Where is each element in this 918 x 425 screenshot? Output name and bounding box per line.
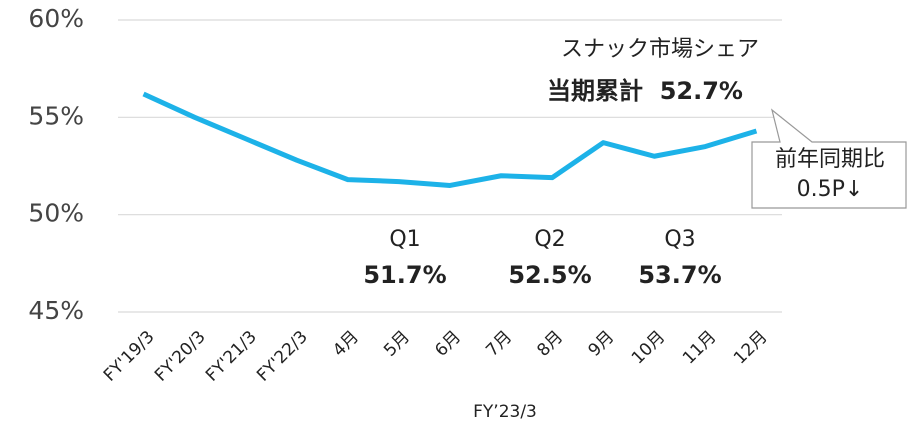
x-tick-label: FY'20/3 <box>151 327 210 386</box>
x-tick-label: FY'19/3 <box>100 327 159 386</box>
x-axis-label: FY’23/3 <box>473 402 537 422</box>
y-tick-label: 45% <box>28 296 84 325</box>
quarter-value: 52.5% <box>508 261 591 289</box>
x-tick-label: 10月 <box>628 327 669 368</box>
x-tick-label: FY'21/3 <box>202 327 261 386</box>
x-tick-label: 6月 <box>431 327 465 361</box>
callout-line: 前年同期比 <box>775 147 885 172</box>
series-title: スナック市場シェア <box>561 37 759 62</box>
x-tick-label: FY'22/3 <box>253 327 312 386</box>
y-tick-label: 55% <box>28 101 84 130</box>
quarter-label: Q2 <box>534 227 565 252</box>
y-tick-label: 60% <box>28 4 84 33</box>
x-tick-label: 9月 <box>584 327 618 361</box>
quarter-label: Q3 <box>664 227 695 252</box>
total-label: 当期累計 52.7% <box>547 77 743 105</box>
quarter-value: 51.7% <box>363 261 446 289</box>
x-tick-label: 5月 <box>380 327 414 361</box>
x-tick-label: 4月 <box>329 327 363 361</box>
x-tick-label: 12月 <box>730 327 771 368</box>
quarter-label: Q1 <box>389 227 420 252</box>
data-line <box>142 91 758 188</box>
y-tick-label: 50% <box>28 199 84 228</box>
callout-box <box>751 108 907 209</box>
callout-line: 0.5P↓ <box>797 177 864 202</box>
quarter-value: 53.7% <box>638 261 721 289</box>
x-tick-label: 8月 <box>533 327 567 361</box>
x-tick-label: 7月 <box>482 327 516 361</box>
x-tick-label: 11月 <box>679 327 720 368</box>
